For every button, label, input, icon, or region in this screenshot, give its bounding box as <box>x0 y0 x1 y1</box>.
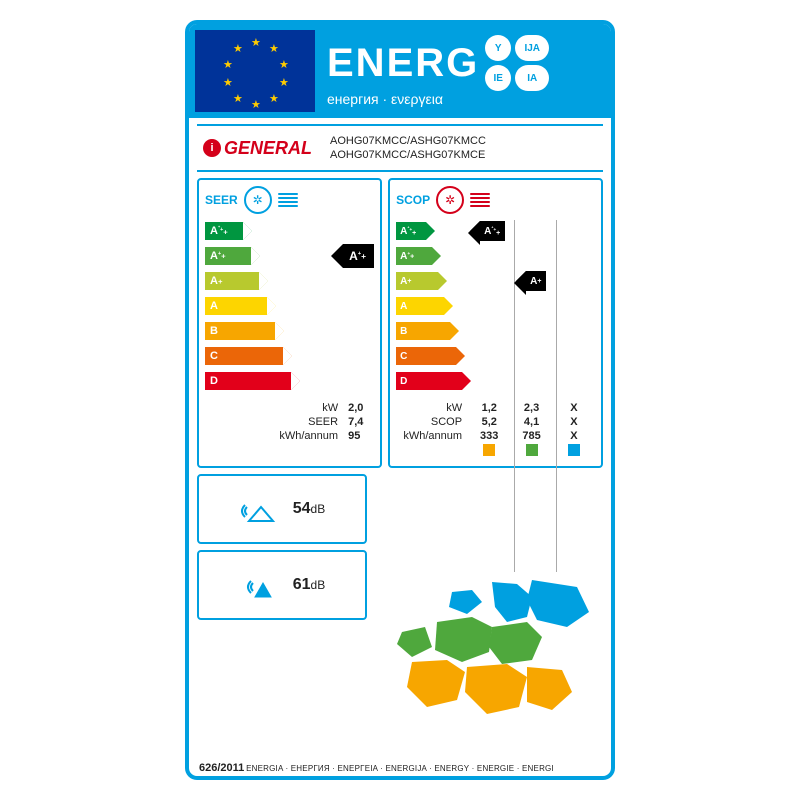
spec-val: 1,2 <box>468 402 510 414</box>
seer-specs: kW 2,0 SEER 7,4 kWh/annum 95 <box>205 402 374 442</box>
brand-name: GENERAL <box>224 138 312 159</box>
model-numbers: AOHG07KMCC/ASHG07KMCC AOHG07KMCC/ASHG07K… <box>330 134 486 163</box>
arrow-row: D <box>205 370 374 392</box>
class-arrow: A+ <box>205 272 259 290</box>
class-arrow: A <box>396 297 444 315</box>
badge: IA <box>515 65 549 91</box>
class-arrow: A+++ <box>396 222 426 240</box>
seer-label: SEER <box>205 193 238 207</box>
spec-key: SCOP <box>396 416 468 428</box>
arrow-row: A+++ A+++ <box>396 220 595 242</box>
arrow-row: B <box>205 320 374 342</box>
energ-word: ENERG <box>327 41 479 86</box>
class-arrow: A++ <box>205 247 251 265</box>
energy-label: ★ ★ ★ ★ ★ ★ ★ ★ ★ ★ ENERG Y IJA IE <box>185 20 615 780</box>
scop-label: SCOP <box>396 193 430 207</box>
cool-waves-icon <box>278 193 298 207</box>
spec-row: kW1,22,3X <box>396 402 595 414</box>
class-arrow: A <box>205 297 267 315</box>
spec-key: kWh/annum <box>396 430 468 442</box>
seer-head: SEER ✲ <box>205 186 374 214</box>
fan-heat-icon: ✲ <box>436 186 464 214</box>
badge: Y <box>485 35 511 61</box>
europe-map <box>377 572 597 732</box>
brand-circle-icon: i <box>203 139 221 157</box>
badge: IJA <box>515 35 549 61</box>
class-arrow: D <box>205 372 291 390</box>
spec-row: SCOP5,24,1X <box>396 416 595 428</box>
spec-val: 2,0 <box>348 402 374 414</box>
arrow-row: C <box>205 345 374 367</box>
spec-key: SEER <box>258 416 338 428</box>
spec-key: kW <box>396 402 468 414</box>
footer-words: ENERGIA · ЕНЕРГИЯ · ΕΝΕΡΓΕΙΑ · ENERGIJA … <box>199 764 601 773</box>
zone-legend <box>396 444 595 456</box>
scop-specs: kW1,22,3XSCOP5,24,1XkWh/annum333785X <box>396 402 595 456</box>
arrow-row: D <box>396 370 595 392</box>
arrow-row: A+++ <box>205 220 374 242</box>
spec-val: 333 <box>468 430 510 442</box>
sound-indoor: 54dB <box>197 474 367 544</box>
arrow-row: C <box>396 345 595 367</box>
arrow-row: A <box>205 295 374 317</box>
sound-boxes: 54dB 61dB <box>197 474 367 620</box>
scop-scale: A+++ A+++ A++ A+ A+ ABCD <box>396 220 595 392</box>
seer-column: SEER ✲ A+++ A++ A++ A+ ABCD kW 2,0 SEER 7,4 kW… <box>197 178 382 468</box>
class-arrow: C <box>205 347 283 365</box>
scop-head: SCOP ✲ <box>396 186 595 214</box>
spec-key: kWh/annum <box>258 430 338 442</box>
spec-val: 5,2 <box>468 416 510 428</box>
spec-val: 95 <box>348 430 374 442</box>
class-arrow: A+++ <box>205 222 243 240</box>
class-arrow: A+ <box>396 272 438 290</box>
indoor-sound-icon <box>239 487 283 531</box>
model-line: AOHG07KMCC/ASHG07KMCC <box>330 134 486 148</box>
spec-val: 4,1 <box>510 416 552 428</box>
class-arrow: B <box>205 322 275 340</box>
spec-val: 7,4 <box>348 416 374 428</box>
lang-badges: Y IJA IE IA <box>485 35 549 91</box>
eu-flag: ★ ★ ★ ★ ★ ★ ★ ★ ★ ★ <box>195 30 315 112</box>
spec-val: X <box>553 402 595 414</box>
sound-outdoor: 61dB <box>197 550 367 620</box>
brand-logo: i GENERAL <box>203 138 312 159</box>
energ-block: ENERG Y IJA IE IA енергия · ενεργεια <box>321 24 611 118</box>
heat-waves-icon <box>470 193 490 207</box>
regulation: 626/2011 <box>199 760 244 774</box>
outdoor-sound-icon <box>239 563 283 607</box>
badge: IE <box>485 65 511 91</box>
class-arrow: C <box>396 347 456 365</box>
indoor-db: 54dB <box>293 500 325 518</box>
scop-rating: A+ <box>526 271 546 291</box>
spec-val: X <box>553 416 595 428</box>
footer: ENERGIA · ЕНЕРГИЯ · ΕΝΕΡΓΕΙΑ · ENERGIJA … <box>189 760 611 776</box>
header: ★ ★ ★ ★ ★ ★ ★ ★ ★ ★ ENERG Y IJA IE <box>189 24 611 118</box>
arrow-row: A++ <box>396 245 595 267</box>
spec-val: 2,3 <box>510 402 552 414</box>
arrow-row: A+ <box>205 270 374 292</box>
seer-scale: A+++ A++ A++ A+ ABCD <box>205 220 374 392</box>
brand-row: i GENERAL AOHG07KMCC/ASHG07KMCC AOHG07KM… <box>197 124 603 172</box>
class-arrow: B <box>396 322 450 340</box>
fan-cool-icon: ✲ <box>244 186 272 214</box>
energ-subtitle: енергия · ενεργεια <box>327 91 611 107</box>
arrow-row: A <box>396 295 595 317</box>
spec-key: kW <box>258 402 338 414</box>
class-arrow: A++ <box>396 247 432 265</box>
columns: SEER ✲ A+++A++A++A+ABCD kW2,0 SEER7,4 kW… <box>197 178 603 468</box>
scop-column: SCOP ✲ A+++A+++A++A+A+ABCD kW1,22,3XSCOP… <box>388 178 603 468</box>
scop-rating: A+++ <box>480 221 505 241</box>
spec-row: kWh/annum333785X <box>396 430 595 442</box>
spec-val: X <box>553 430 595 442</box>
class-arrow: D <box>396 372 462 390</box>
arrow-row: A++ A++ <box>205 245 374 267</box>
outdoor-db: 61dB <box>293 576 325 594</box>
model-line: AOHG07KMCC/ASHG07KMCE <box>330 148 486 162</box>
arrow-row: B <box>396 320 595 342</box>
seer-rating: A++ <box>343 244 374 268</box>
spec-val: 785 <box>510 430 552 442</box>
arrow-row: A+ A+ <box>396 270 595 292</box>
